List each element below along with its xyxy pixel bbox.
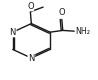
Text: NH₂: NH₂: [75, 27, 90, 36]
Text: O: O: [27, 2, 34, 11]
Text: N: N: [10, 28, 16, 37]
Text: O: O: [59, 8, 65, 17]
Text: N: N: [28, 54, 35, 63]
